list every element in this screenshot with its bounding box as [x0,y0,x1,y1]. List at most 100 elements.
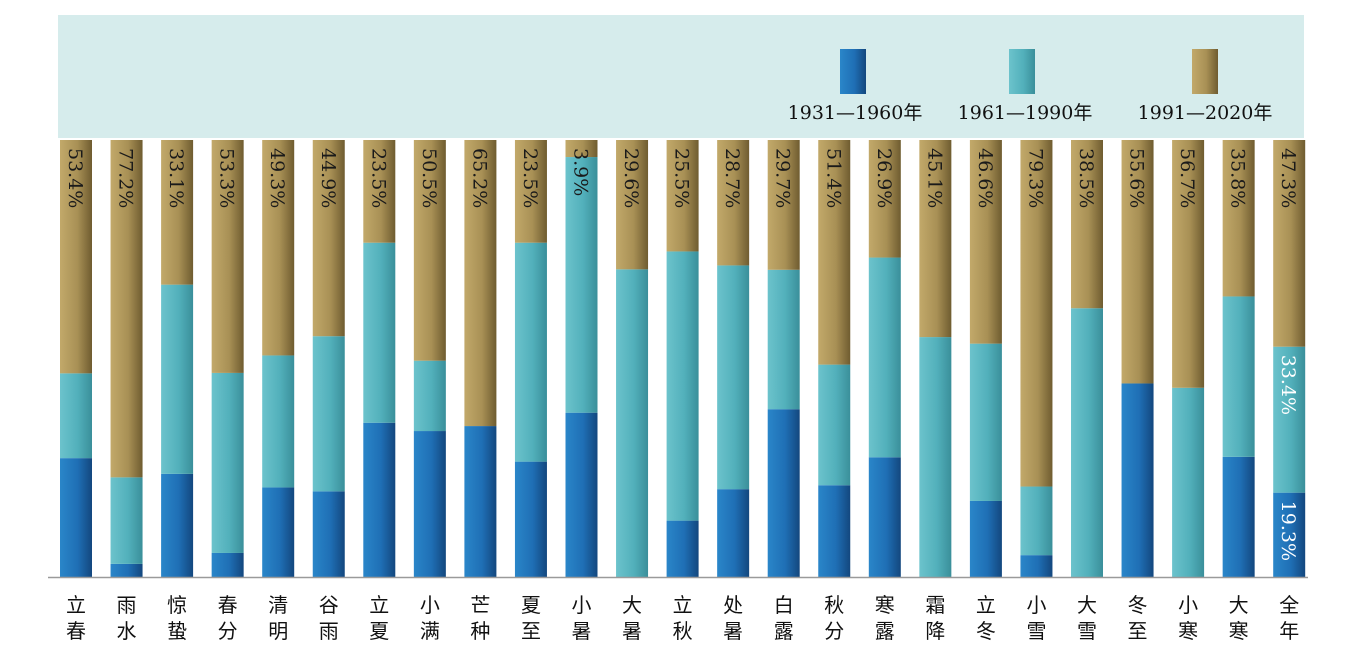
bar-2-13 [717,140,750,266]
data-label-2-19: 79.3% [1024,148,1046,208]
bar-2-19 [1020,140,1053,487]
category-label-18: 立冬 [976,593,996,643]
data-label-2-20: 38.5% [1075,148,1097,208]
bar-1-1 [110,477,143,564]
bar-1-4 [262,355,295,488]
category-label-24: 全年 [1279,593,1299,643]
bar-1-22 [1172,387,1205,577]
bar-1-6 [363,242,396,423]
category-label-8: 芒种 [470,593,490,643]
bar-2-8 [464,140,497,427]
bar-1-17 [919,337,952,577]
bar-0-15 [818,485,851,577]
data-label-2-21: 55.6% [1126,148,1148,208]
category-label-12: 立秋 [673,593,693,643]
bar-0-6 [363,422,396,577]
bar-0-3 [211,552,244,577]
bar-0-0 [60,458,92,577]
bar-2-3 [211,140,244,373]
data-label-2-15: 51.4% [822,148,844,208]
legend-label-2: 1991—2020年 [1138,102,1273,124]
category-label-14: 白露 [774,593,794,643]
bar-0-5 [312,491,345,577]
bar-2-2 [161,140,194,285]
bar-2-24 [1273,140,1306,347]
data-label-1-24: 33.4% [1277,355,1299,415]
data-label-2-0: 53.4% [64,148,86,208]
bar-2-11 [616,140,649,270]
bar-1-12 [666,251,699,521]
bar-2-5 [312,140,345,337]
data-label-2-9: 23.5% [519,148,541,208]
category-label-2: 惊蛰 [167,593,187,643]
category-label-1: 雨水 [117,593,137,643]
data-label-2-11: 29.6% [620,148,642,208]
data-label-2-24: 47.3% [1277,148,1299,208]
data-label-2-17: 45.1% [923,148,945,208]
data-label-2-7: 50.5% [418,148,440,208]
data-label-2-2: 33.1% [165,148,187,208]
bar-0-16 [868,457,901,577]
bar-2-10 [565,140,598,158]
category-label-13: 处暑 [723,593,743,643]
bar-1-7 [413,360,446,432]
bar-1-18 [969,343,1002,501]
bar-2-16 [868,140,901,258]
category-label-3: 春分 [218,593,238,643]
data-label-2-3: 53.3% [216,148,238,208]
category-label-4: 清明 [268,593,288,643]
legend-label-0: 1931—1960年 [788,102,923,124]
data-label-2-23: 35.8% [1227,148,1249,208]
bars: 53.4% 77.2% 33.1% 53.3% 49.3% 44.9% 23.5% 50.5%… [60,140,1306,577]
bar-0-21 [1121,383,1154,577]
category-label-6: 立夏 [369,593,389,643]
category-label-9: 夏至 [521,593,541,643]
bar-2-6 [363,140,396,243]
bar-1-14 [767,269,800,410]
bar-0-4 [262,487,295,577]
category-labels: 立春雨水惊蛰春分清明谷雨立夏小满芒种夏至小暑大暑立秋处暑白露秋分寒露霜降立冬小雪… [66,593,1299,643]
bar-0-8 [464,426,497,577]
bar-2-0 [60,140,92,374]
bar-2-17 [919,140,952,338]
bar-1-9 [514,242,547,462]
category-label-7: 小满 [420,593,440,643]
bar-1-20 [1071,308,1103,577]
bar-0-14 [767,409,800,577]
legend-swatch-2 [1192,49,1218,94]
bar-1-11 [616,269,649,577]
data-label-2-4: 49.3% [266,148,288,208]
data-label-2-1: 77.2% [115,148,137,208]
bar-2-18 [969,140,1002,344]
bar-2-21 [1121,140,1154,384]
data-label-2-5: 44.9% [317,148,339,208]
data-label-2-8: 65.2% [468,148,490,208]
bar-1-10 [565,157,598,413]
bar-0-13 [717,489,750,577]
bar-2-14 [767,140,800,270]
bar-2-20 [1071,140,1103,309]
category-label-21: 冬至 [1128,593,1148,643]
category-label-10: 小暑 [572,593,592,643]
category-label-11: 大暑 [622,593,642,643]
category-label-15: 秋分 [824,593,844,643]
bar-2-4 [262,140,295,356]
bar-0-23 [1222,456,1255,577]
bar-1-24 [1273,346,1306,493]
category-label-17: 霜降 [925,593,945,643]
bar-2-12 [666,140,699,252]
bar-0-19 [1020,555,1053,577]
bar-2-1 [110,140,143,478]
bar-0-10 [565,412,598,577]
category-label-22: 小寒 [1178,593,1198,643]
category-label-0: 立春 [66,593,86,643]
legend: 1931—1960年 1961—1990年 1991—2020年 [788,49,1273,124]
bar-1-2 [161,284,194,474]
category-label-20: 大雪 [1077,593,1097,643]
data-label-2-16: 26.9% [873,148,895,208]
data-label-2-10: 3.9% [570,148,592,196]
bar-1-5 [312,336,345,492]
bar-2-22 [1172,140,1205,388]
bar-0-24 [1273,492,1306,577]
data-label-0-24: 19.3% [1277,501,1299,561]
